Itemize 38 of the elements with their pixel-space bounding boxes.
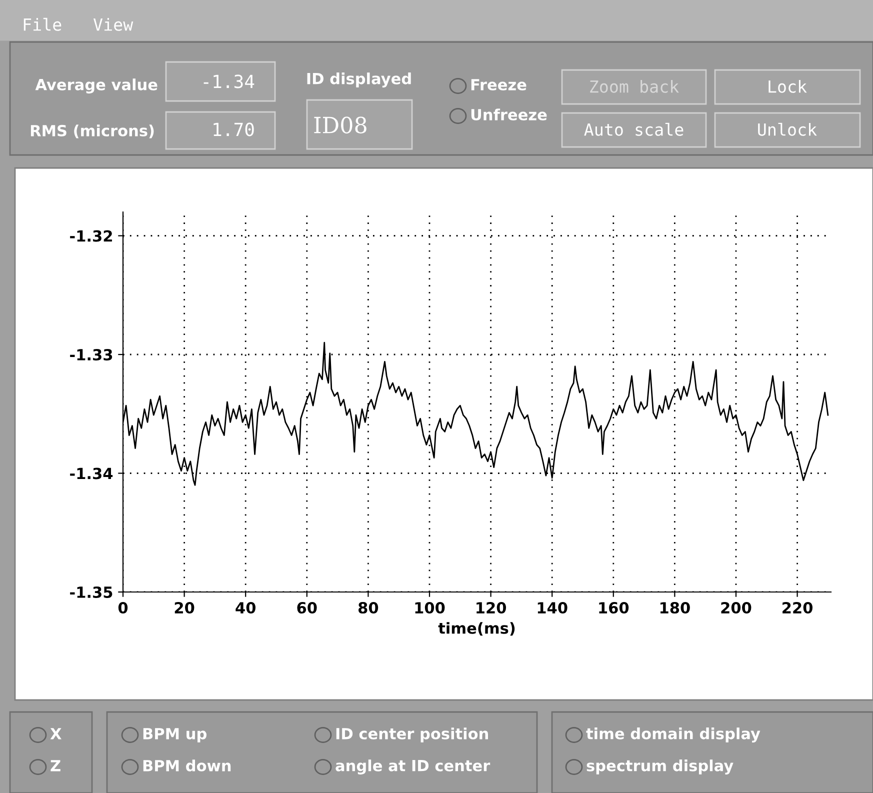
text: Z (50, 760, 60, 772)
text: 1.70 (214, 122, 254, 136)
text: X (50, 728, 62, 740)
text: ID center position (336, 728, 488, 742)
y-tick-label: -1.34 (70, 468, 113, 480)
x-tick-label: 60 (297, 602, 317, 614)
y-tick-label: -1.33 (70, 348, 112, 361)
y-tick-label: -1.35 (70, 586, 112, 598)
text: BPM down (143, 760, 231, 772)
text: BPM up (143, 728, 206, 742)
text: ID08 (314, 116, 366, 134)
text: angle at ID center (336, 760, 490, 774)
x-tick-label: 20 (174, 602, 194, 614)
text: Unlock (758, 122, 817, 136)
text: ID displayed (307, 72, 411, 88)
text: Freeze (471, 79, 526, 90)
x-tick-label: 80 (358, 602, 378, 614)
x-tick-label: 160 (599, 602, 629, 614)
text: View (93, 18, 134, 31)
x-tick-label: 140 (538, 602, 568, 614)
text: Lock (768, 80, 807, 93)
text: File (24, 18, 62, 31)
x-axis-title: time(ms) (438, 622, 515, 636)
x-tick-label: 120 (476, 602, 506, 614)
x-tick-label: 200 (721, 602, 752, 614)
text: Average value (35, 78, 158, 94)
y-tick-label: -1.32 (70, 230, 112, 242)
text: spectrum display (586, 760, 734, 774)
text: RMS (microns) (30, 124, 154, 138)
x-tick-label: 220 (782, 602, 812, 614)
text: time domain display (586, 728, 760, 742)
text: Auto scale (584, 122, 684, 136)
x-tick-label: 180 (660, 602, 690, 614)
text: Unfreeze (471, 108, 547, 120)
x-tick-label: 40 (236, 602, 256, 614)
text: -1.34 (204, 74, 254, 88)
x-tick-label: 0 (118, 602, 128, 614)
x-tick-label: 100 (415, 602, 445, 614)
